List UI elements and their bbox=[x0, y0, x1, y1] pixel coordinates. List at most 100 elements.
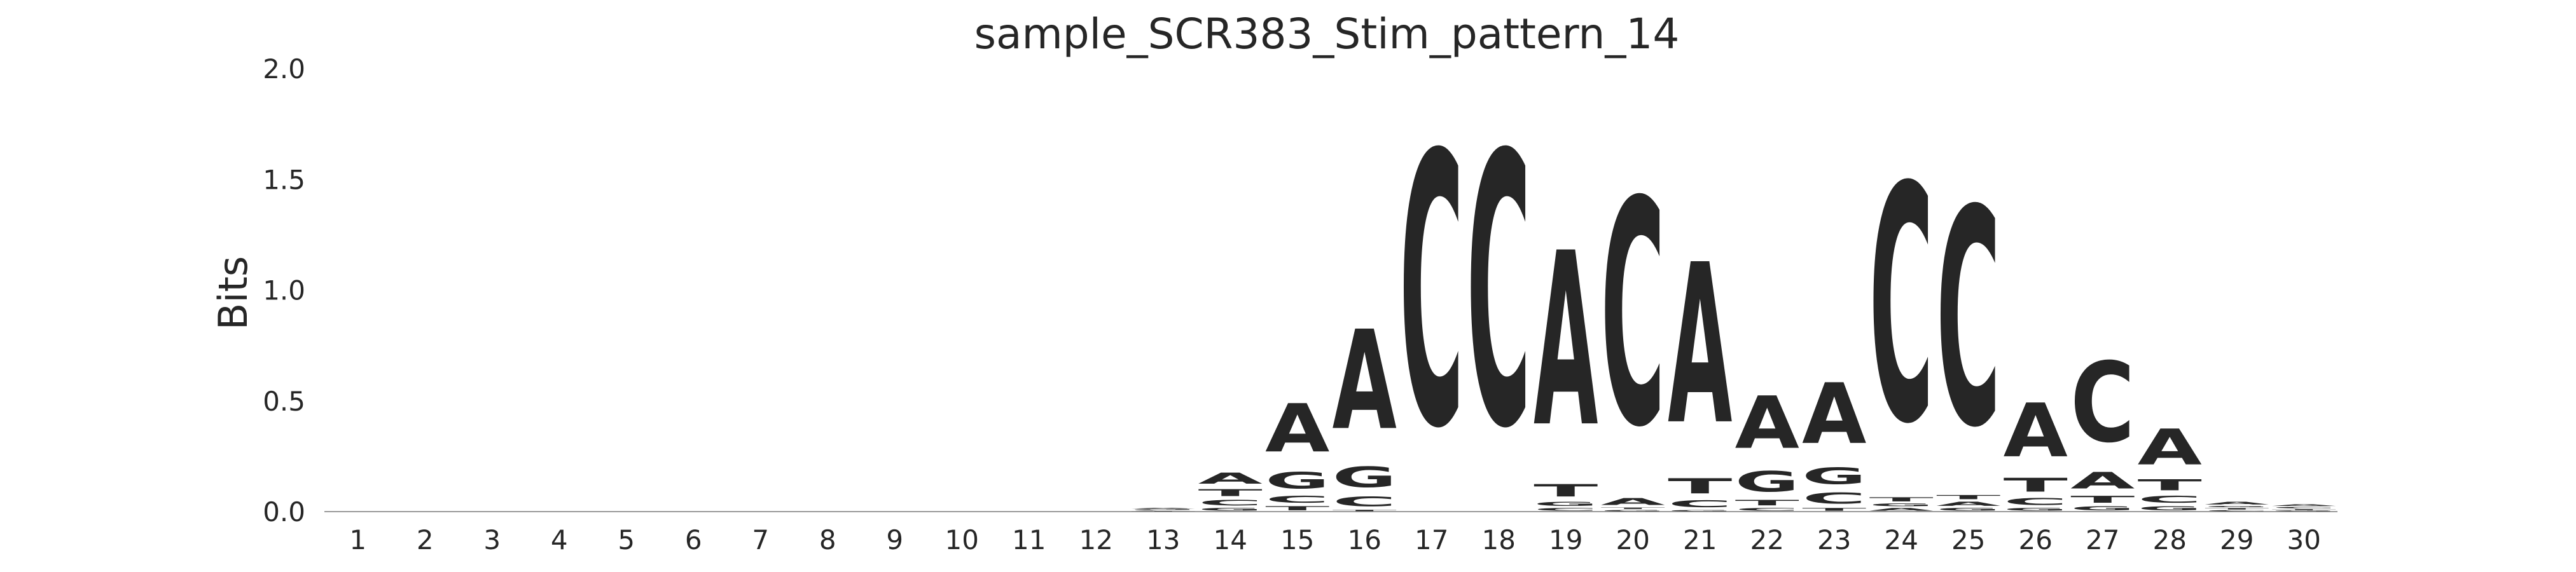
x-tick-label: 4 bbox=[551, 524, 568, 555]
chart-title: sample_SCR383_Stim_pattern_14 bbox=[974, 10, 1680, 58]
logo-letter-t: T bbox=[1869, 496, 1934, 503]
x-tick-label: 3 bbox=[483, 524, 501, 555]
logo-letter-c: C bbox=[1601, 137, 1665, 496]
x-tick-label: 1 bbox=[349, 524, 366, 555]
logo-letter-a: A bbox=[1802, 365, 1866, 463]
logo-letter-c: C bbox=[1198, 498, 1263, 507]
x-tick-label: 24 bbox=[1885, 524, 1918, 555]
logo-letter-g: G bbox=[1265, 468, 1329, 494]
logo-letter-c: C bbox=[1399, 76, 1464, 510]
logo-letter-t: T bbox=[2138, 476, 2202, 494]
y-axis-label: Bits bbox=[210, 256, 256, 330]
x-tick-label: 27 bbox=[2086, 524, 2119, 555]
x-tick-label: 21 bbox=[1683, 524, 1717, 555]
logo-letter-g: G bbox=[2070, 505, 2135, 512]
logo-letter-c: C bbox=[1668, 498, 1732, 509]
logo-letter-c: C bbox=[2205, 510, 2269, 512]
logo-letter-a: A bbox=[1333, 301, 1397, 460]
logo-letter-t: T bbox=[2272, 508, 2337, 510]
x-tick-label: 18 bbox=[1482, 524, 1516, 555]
logo-letter-c: C bbox=[1131, 510, 1195, 511]
y-tick-label: 1.0 bbox=[263, 275, 305, 306]
x-tick-label: 10 bbox=[945, 524, 979, 555]
logo-letter-g: G bbox=[1601, 510, 1665, 512]
logo-letter-g: G bbox=[2004, 507, 2068, 512]
logo-letter-a: A bbox=[1735, 381, 1800, 465]
logo-letter-a: A bbox=[1534, 203, 1598, 480]
logo-letter-a: A bbox=[2205, 501, 2269, 505]
logo-letter-t: T bbox=[2004, 474, 2068, 496]
logo-letter-c: C bbox=[1333, 494, 1397, 509]
logo-letter-t: T bbox=[2070, 494, 2135, 505]
x-tick-label: 5 bbox=[618, 524, 635, 555]
x-tick-label: 2 bbox=[417, 524, 434, 555]
logo-letter-c: C bbox=[1534, 507, 1598, 512]
logo-letter-g: G bbox=[1802, 463, 1866, 489]
x-tick-label: 25 bbox=[1951, 524, 1985, 555]
logo-letter-g: G bbox=[1198, 507, 1263, 512]
x-tick-label: 17 bbox=[1415, 524, 1448, 555]
logo-letter-c: C bbox=[2004, 496, 2068, 507]
logo-letter-c: C bbox=[1936, 147, 2000, 493]
x-tick-label: 30 bbox=[2287, 524, 2321, 555]
x-tick-label: 22 bbox=[1750, 524, 1784, 555]
logo-letter-g: G bbox=[1735, 465, 1799, 498]
logo-letter-c: C bbox=[2070, 339, 2135, 467]
logo-letter-t: T bbox=[1601, 507, 1666, 509]
y-axis-ticks: 0.0 0.5 1.0 1.5 2.0 bbox=[263, 53, 305, 528]
logo-letter-c: C bbox=[2272, 507, 2336, 508]
logo-letter-g: G bbox=[1668, 510, 1732, 512]
x-tick-label: 26 bbox=[2019, 524, 2053, 555]
logo-letter-g: G bbox=[1936, 507, 2000, 512]
logo-letter-t: T bbox=[1265, 505, 1330, 512]
logo-letter-g: G bbox=[1333, 461, 1397, 494]
logo-letter-a: A bbox=[1131, 508, 1196, 509]
logo-letter-g: G bbox=[1131, 509, 1195, 510]
logo-letter-t: T bbox=[1668, 474, 1732, 498]
y-tick-label: 1.5 bbox=[263, 164, 305, 195]
logo-letter-c: C bbox=[2138, 494, 2202, 505]
logo-letter-a: A bbox=[1265, 390, 1329, 467]
logo-letter-g: G bbox=[2205, 505, 2269, 507]
logo-letter-c: C bbox=[1869, 119, 1934, 495]
x-tick-label: 16 bbox=[1348, 524, 1381, 555]
logo-letter-a: A bbox=[1869, 507, 1934, 512]
logo-letter-a: A bbox=[2004, 388, 2068, 474]
logo-letter-g: G bbox=[2138, 505, 2202, 512]
x-tick-label: 20 bbox=[1616, 524, 1650, 555]
x-tick-label: 6 bbox=[685, 524, 702, 555]
logo-letter-g: G bbox=[1869, 503, 1934, 507]
logo-letter-t: T bbox=[1333, 510, 1397, 512]
logo-letter-t: T bbox=[1936, 494, 2001, 500]
logo-letter-c: C bbox=[1265, 494, 1329, 505]
logo-letter-c: C bbox=[1735, 507, 1799, 512]
x-tick-label: 15 bbox=[1280, 524, 1314, 555]
logo-letter-a: A bbox=[1668, 218, 1733, 473]
logo-letter-a: A bbox=[2070, 467, 2135, 494]
logo-letter-a: A bbox=[1198, 470, 1263, 487]
logo-letter-a: A bbox=[2138, 419, 2202, 476]
logo-letter-a: A bbox=[2272, 504, 2337, 507]
logo-letter-t: T bbox=[1534, 481, 1598, 501]
x-tick-label: 28 bbox=[2153, 524, 2187, 555]
logo-letter-c: C bbox=[1467, 76, 1531, 510]
logo-letter-t: T bbox=[1802, 507, 1867, 512]
logo-letter-c: C bbox=[1802, 489, 1866, 507]
logo-letter-t: T bbox=[1131, 511, 1196, 512]
x-tick-label: 7 bbox=[752, 524, 769, 555]
x-tick-label: 23 bbox=[1817, 524, 1851, 555]
x-tick-label: 9 bbox=[886, 524, 903, 555]
x-tick-label: 29 bbox=[2220, 524, 2254, 555]
logo-letter-t: T bbox=[2205, 508, 2269, 510]
x-tick-label: 8 bbox=[819, 524, 836, 555]
y-tick-label: 2.0 bbox=[263, 53, 305, 85]
x-tick-label: 12 bbox=[1079, 524, 1113, 555]
x-tick-label: 14 bbox=[1214, 524, 1247, 555]
x-axis-ticks: 1 2 3 4 5 6 7 8 9 10 11 12 13 14 15 16 17 18 19 20 21 22 23 24 2… bbox=[349, 524, 2321, 555]
logo-letter-a: A bbox=[1936, 501, 2001, 507]
logo-letter-t: T bbox=[1198, 487, 1263, 498]
x-tick-label: 11 bbox=[1012, 524, 1046, 555]
x-tick-label: 13 bbox=[1146, 524, 1180, 555]
